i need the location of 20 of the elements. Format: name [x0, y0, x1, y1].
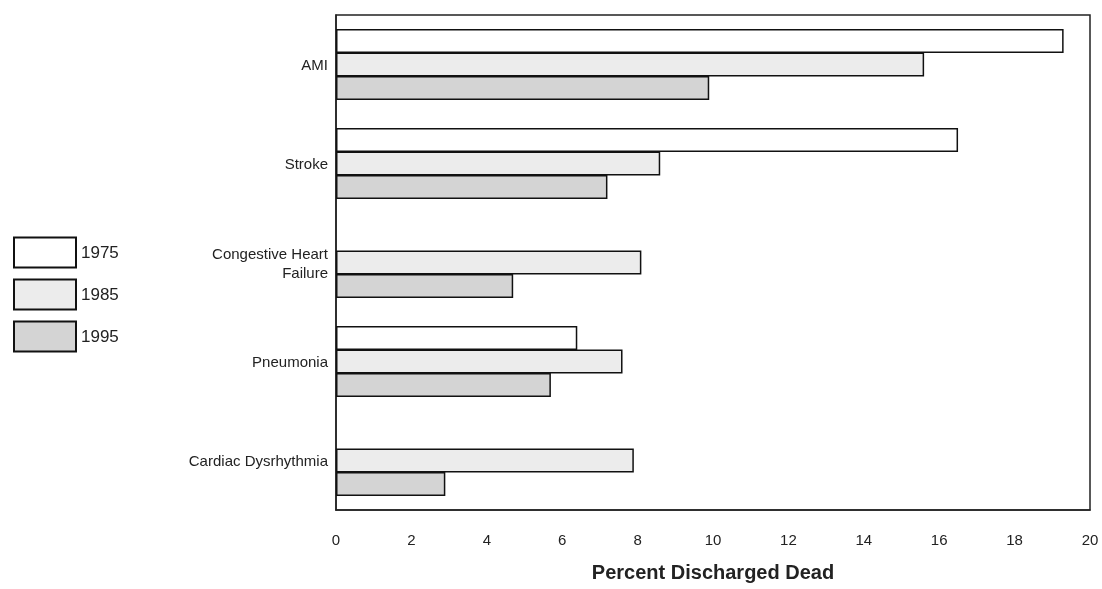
- y-tick-label: Congestive Heart Failure: [212, 244, 329, 281]
- y-tick-label: Cardiac Dysrhythmia: [188, 452, 329, 469]
- y-tick-label: Stroke: [284, 155, 328, 172]
- x-tick-label: 12: [780, 531, 797, 548]
- x-tick-label: 2: [407, 531, 416, 548]
- x-axis-title: Percent Discharged Dead: [591, 561, 835, 583]
- x-tick-label: 0: [331, 531, 341, 548]
- x-tick-label: 8: [633, 531, 642, 548]
- x-tick-label: 16: [930, 531, 948, 548]
- x-tick-label: 6: [558, 531, 567, 548]
- y-tick-label: AMI: [301, 56, 328, 73]
- y-tick-label: Pneumonia: [252, 353, 329, 370]
- legend-label: 1975: [81, 243, 119, 262]
- legend-label: 1995: [81, 327, 119, 346]
- x-tick-label: 20: [1081, 531, 1099, 548]
- x-tick-label: 14: [855, 531, 873, 548]
- x-tick-label: 18: [1006, 531, 1023, 548]
- x-tick-label: 4: [482, 531, 491, 548]
- x-tick-label: 10: [704, 531, 722, 548]
- legend-label: 1985: [81, 285, 119, 304]
